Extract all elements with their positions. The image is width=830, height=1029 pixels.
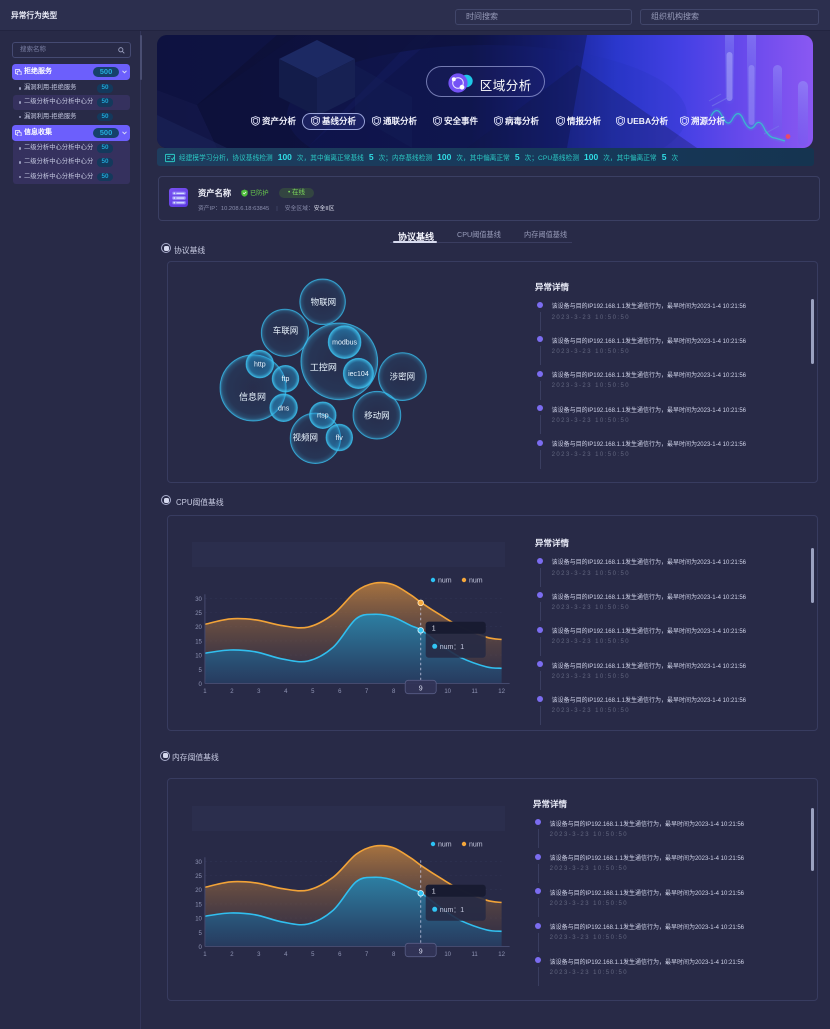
svg-text:信息网: 信息网 <box>239 391 266 402</box>
svg-text:10: 10 <box>444 689 451 695</box>
svg-text:8: 8 <box>392 952 396 958</box>
svg-text:num：1: num：1 <box>440 907 465 914</box>
svg-text:工控网: 工控网 <box>310 362 337 373</box>
svg-text:6: 6 <box>338 952 342 958</box>
svg-text:num: num <box>438 842 452 849</box>
svg-text:modbus: modbus <box>332 340 357 347</box>
svg-text:30: 30 <box>195 860 202 866</box>
svg-text:涉密网: 涉密网 <box>390 372 416 382</box>
svg-text:12: 12 <box>498 689 505 695</box>
svg-text:5: 5 <box>199 931 203 937</box>
svg-text:iec104: iec104 <box>348 371 369 378</box>
svg-text:25: 25 <box>195 874 202 880</box>
svg-text:num: num <box>469 842 483 849</box>
svg-text:车联网: 车联网 <box>273 326 299 336</box>
svg-text:dns: dns <box>278 405 290 412</box>
svg-text:4: 4 <box>284 952 288 958</box>
svg-text:ftp: ftp <box>282 376 290 383</box>
svg-text:9: 9 <box>419 948 423 955</box>
svg-text:4: 4 <box>284 689 288 695</box>
svg-text:3: 3 <box>257 689 261 695</box>
svg-text:1: 1 <box>203 952 207 958</box>
svg-text:25: 25 <box>195 611 202 617</box>
svg-text:11: 11 <box>471 689 478 695</box>
svg-text:2: 2 <box>230 952 234 958</box>
svg-text:7: 7 <box>365 689 369 695</box>
svg-text:20: 20 <box>195 625 202 631</box>
svg-text:num: num <box>438 578 452 585</box>
svg-text:6: 6 <box>338 689 342 695</box>
svg-text:10: 10 <box>195 917 202 923</box>
svg-text:num：1: num：1 <box>440 644 465 651</box>
svg-text:11: 11 <box>471 952 478 958</box>
svg-text:7: 7 <box>365 952 369 958</box>
svg-text:15: 15 <box>195 902 202 908</box>
svg-text:15: 15 <box>195 639 202 645</box>
svg-text:5: 5 <box>311 689 315 695</box>
svg-text:物联网: 物联网 <box>311 297 337 307</box>
svg-text:9: 9 <box>419 685 423 692</box>
svg-text:2: 2 <box>230 689 234 695</box>
svg-text:http: http <box>254 362 266 369</box>
svg-text:12: 12 <box>498 952 505 958</box>
svg-text:0: 0 <box>199 682 203 688</box>
svg-text:8: 8 <box>392 689 396 695</box>
svg-text:5: 5 <box>199 668 203 674</box>
svg-text:1: 1 <box>432 889 436 896</box>
svg-text:10: 10 <box>195 654 202 660</box>
svg-text:1: 1 <box>203 689 207 695</box>
svg-text:0: 0 <box>199 945 203 951</box>
svg-text:视频网: 视频网 <box>293 433 319 443</box>
svg-text:1: 1 <box>432 626 436 633</box>
svg-text:rtsp: rtsp <box>317 413 329 420</box>
svg-text:20: 20 <box>195 888 202 894</box>
svg-text:30: 30 <box>195 597 202 603</box>
svg-text:num: num <box>469 578 483 585</box>
svg-text:3: 3 <box>257 952 261 958</box>
svg-text:10: 10 <box>444 952 451 958</box>
svg-text:flv: flv <box>336 435 344 442</box>
svg-text:5: 5 <box>311 952 315 958</box>
svg-text:移动网: 移动网 <box>364 410 390 420</box>
